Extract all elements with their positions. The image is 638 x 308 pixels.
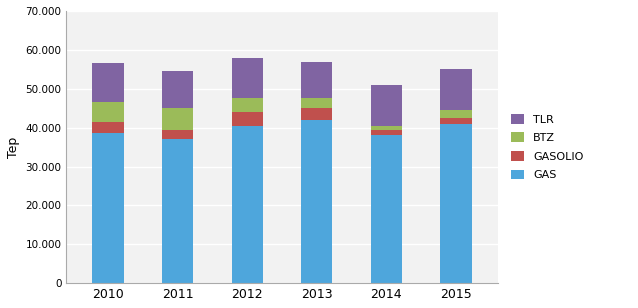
Y-axis label: Tep: Tep [7,136,20,158]
Bar [301,99,332,108]
Bar [301,120,332,283]
Bar [371,85,402,126]
Bar [93,63,124,102]
Bar [371,136,402,283]
Bar [162,139,193,283]
Bar [440,110,471,118]
Bar [93,122,124,133]
Bar [371,126,402,130]
Bar [232,58,263,99]
Bar [93,102,124,122]
Bar [232,126,263,283]
Bar [162,130,193,139]
Bar [232,112,263,126]
Bar [162,71,193,108]
Bar [301,108,332,120]
Bar [232,99,263,112]
Bar [162,108,193,130]
Bar [301,62,332,99]
Bar [371,130,402,136]
Bar [440,118,471,124]
Legend: TLR, BTZ, GASOLIO, GAS: TLR, BTZ, GASOLIO, GAS [507,111,587,184]
Bar [93,133,124,283]
Bar [440,69,471,110]
Bar [440,124,471,283]
